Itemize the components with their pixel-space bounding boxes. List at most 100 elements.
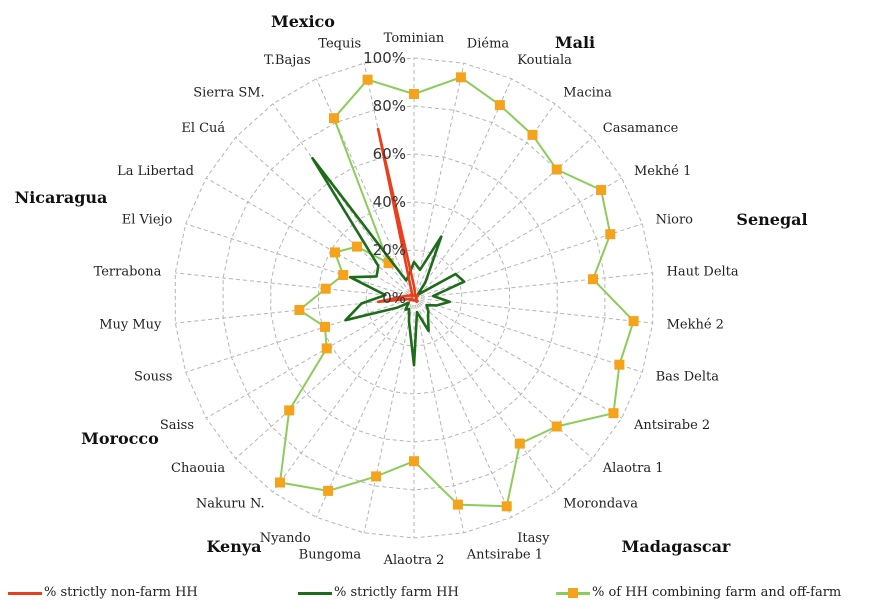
data-point [320,283,331,294]
grid-spoke [272,297,415,493]
category-label: Saiss [160,418,194,433]
tick-label: 80% [373,97,406,115]
category-label: Chaouia [171,461,225,476]
grid-spoke [235,137,415,299]
data-point [409,456,419,467]
data-point [588,274,598,285]
grid-spoke [272,103,415,299]
grid-spoke [413,78,513,299]
legend-item-combined: % of HH combining farm and off-farm [556,585,841,600]
category-label: Mekhé 2 [667,318,724,333]
legend-item-farm: % strictly farm HH [298,585,459,600]
category-label: T.Bajas [264,53,311,68]
data-point [383,258,394,269]
data-point [551,164,562,175]
grid-spoke [413,297,556,493]
data-point [494,100,505,111]
category-label: Alaotra 1 [602,461,664,476]
category-label: Sierra SM. [193,86,264,101]
grid-spoke [413,223,643,299]
data-point [605,229,616,240]
grid-spoke [185,223,415,299]
grid-spoke [205,297,415,419]
category-label: Muy Muy [99,318,162,333]
tick-label: 20% [373,241,406,259]
grid-spoke [363,297,415,533]
axis-ticks: 0% 20% 40% 60% 80% 100% [363,49,406,307]
category-label: Terrabona [94,264,162,279]
category-label: Alaotra 2 [383,553,445,568]
data-point [284,405,295,416]
series-line-1 [311,156,466,367]
category-label: Antsirabe 2 [633,418,710,433]
grid-spoke [413,137,593,299]
data-point [409,89,419,99]
category-labels: Tominian Diéma Koutiala Macina Casamance Mekh… [94,31,739,568]
data-point [455,72,466,83]
data-point [551,421,562,432]
category-label: Tequis [318,37,361,52]
data-point [321,343,332,354]
country-label: Morocco [81,429,159,448]
category-label: Casamance [603,121,679,136]
country-label: Kenya [206,537,261,556]
data-point [294,305,305,315]
category-label: Bas Delta [656,370,720,385]
category-label: Koutiala [517,53,572,68]
data-point [351,241,362,252]
data-point [329,113,339,124]
legend-swatch-non-farm [8,586,42,600]
grid-spoke [185,297,415,373]
category-label: Bungoma [299,547,362,562]
legend-label-non-farm: % strictly non-farm HH [44,585,198,600]
grid-spoke [413,297,593,459]
country-label: Mexico [271,12,335,31]
grid-spoke [413,272,653,299]
category-label: El Cuá [181,121,225,136]
data-point [527,129,538,140]
country-label: Madagascar [622,537,731,556]
series-layer [275,72,639,512]
category-label: La Libertad [117,164,194,179]
data-point [362,74,373,85]
grid-spoke [413,297,465,533]
tick-label: 0% [382,289,406,307]
category-label: Diéma [467,37,510,52]
grid-spoke [175,272,415,299]
data-point [323,485,334,496]
grid-spoke [235,297,415,459]
grid-spoke [315,297,415,518]
data-point [275,477,285,488]
legend-swatch-farm [298,586,332,600]
data-point [320,321,330,332]
category-label: Tominian [384,31,445,46]
series-line-0 [376,127,420,304]
category-label: Macina [563,86,612,101]
category-label: Nyando [260,531,311,546]
category-label: El Viejo [122,213,173,228]
grid-spoke [413,297,513,518]
category-label: Nakuru N. [196,497,265,512]
data-point [371,471,382,482]
grid-spoke [315,78,415,299]
tick-label: 60% [373,145,406,163]
data-point [596,185,607,195]
country-labels: Mexico Mali Senegal Madagascar Kenya Morocco N… [15,12,808,556]
data-point [338,270,349,280]
grid-ring [318,201,510,395]
category-label: Nioro [656,213,694,228]
tick-label: 100% [363,49,406,67]
data-point [452,499,463,510]
grid-spoke [413,297,623,419]
category-label: Antsirabe 1 [466,547,543,562]
legend: % strictly non-farm HH % strictly farm H… [0,583,880,607]
grid-spoke [413,297,653,324]
category-label: Mekhé 1 [634,164,691,179]
country-label: Mali [555,33,595,52]
tick-label: 40% [373,193,406,211]
country-label: Senegal [736,210,807,229]
legend-item-non-farm: % strictly non-farm HH [8,585,198,600]
category-label: Souss [134,370,172,385]
series-line-2 [279,76,635,508]
data-point [608,408,619,419]
